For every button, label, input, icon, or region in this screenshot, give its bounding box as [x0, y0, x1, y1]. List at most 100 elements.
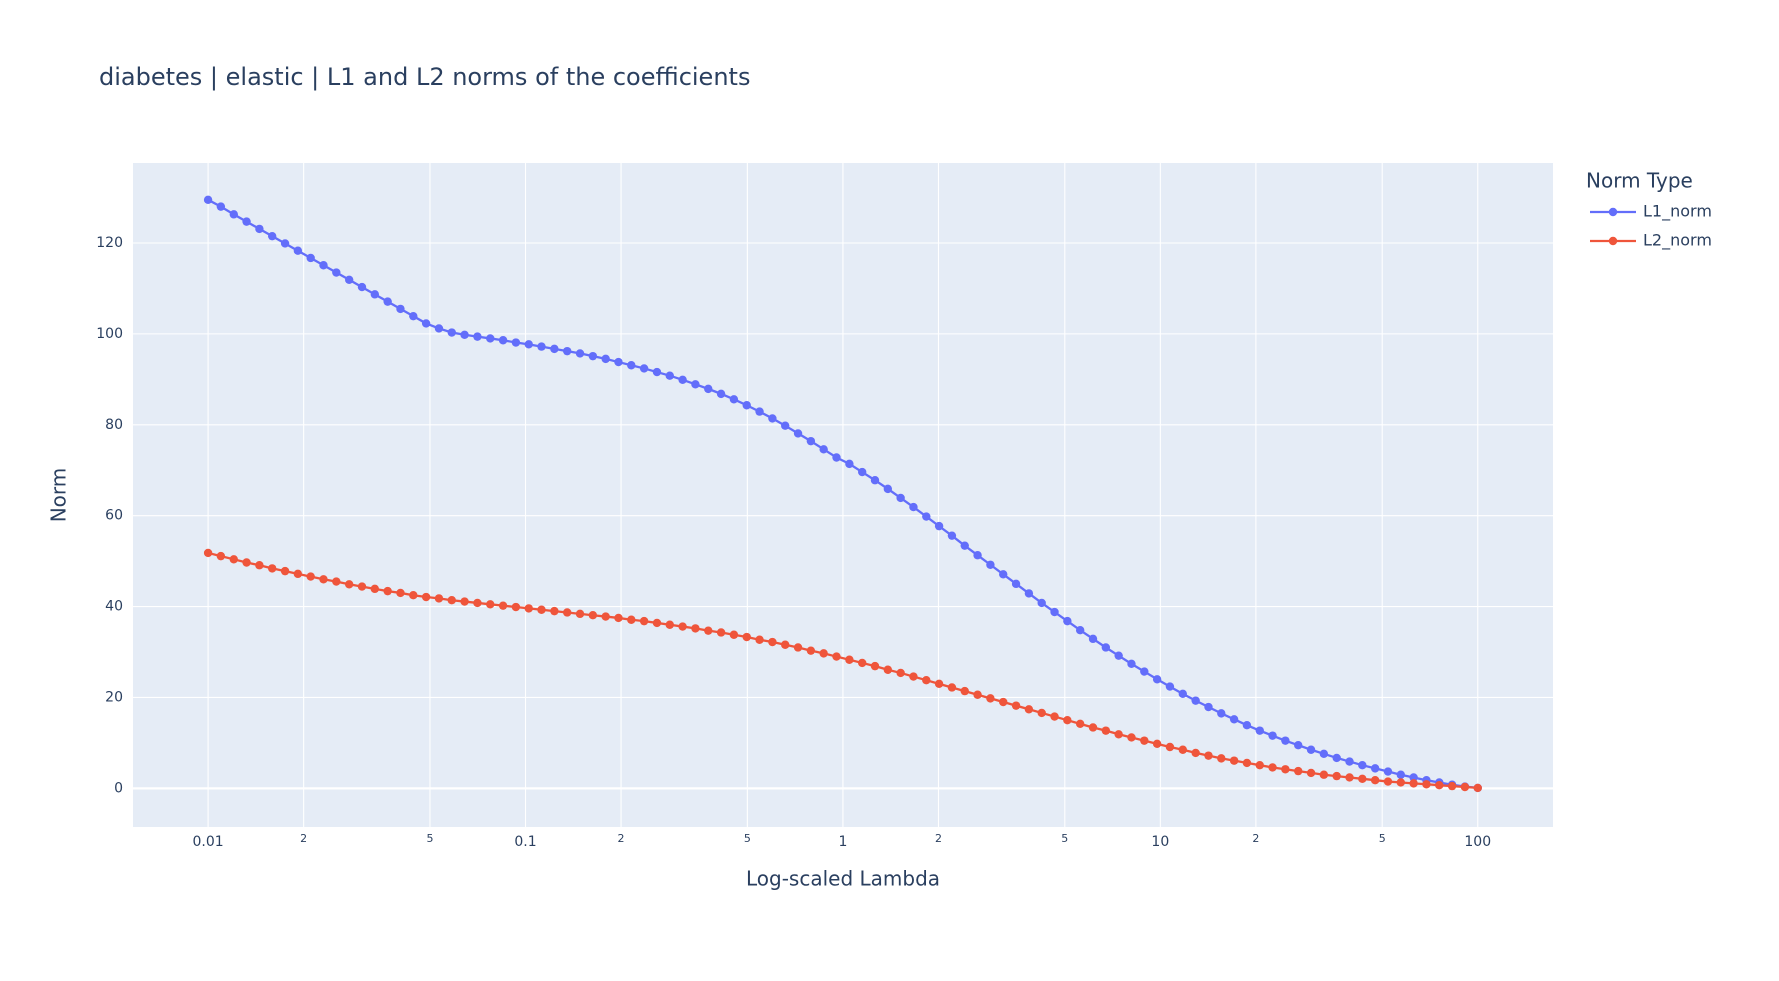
data-point — [524, 340, 533, 349]
data-point — [1075, 626, 1085, 635]
data-point — [1217, 754, 1226, 763]
data-point — [1345, 757, 1354, 766]
data-point — [1063, 616, 1072, 626]
data-point — [1319, 749, 1329, 759]
data-point — [344, 580, 354, 589]
data-point — [1473, 783, 1482, 793]
data-point — [883, 484, 893, 494]
data-point — [870, 661, 880, 671]
y-tick-label: 80 — [105, 417, 123, 433]
data-point — [601, 612, 610, 621]
data-point — [1358, 760, 1367, 770]
data-point — [1268, 763, 1277, 772]
data-point — [1255, 726, 1264, 735]
data-point — [986, 560, 995, 569]
data-point — [947, 531, 957, 540]
x-tick-label: 100 — [1464, 834, 1491, 850]
legend: Norm Type L1_norm L2_norm — [1586, 169, 1712, 251]
data-point — [434, 594, 444, 603]
data-point — [1101, 643, 1111, 652]
data-point — [704, 626, 713, 635]
data-point — [627, 615, 636, 624]
data-point — [306, 253, 315, 263]
x-tick-label: 2 — [1252, 832, 1259, 845]
data-point — [1319, 770, 1329, 779]
data-point — [550, 344, 559, 354]
data-point — [729, 395, 739, 404]
data-point — [498, 336, 508, 345]
data-point — [1191, 696, 1200, 705]
data-point — [857, 467, 867, 477]
y-tick-label: 0 — [114, 780, 123, 796]
data-point — [1422, 780, 1431, 789]
marks — [203, 195, 1482, 793]
data-point — [1152, 739, 1162, 749]
data-point — [1011, 701, 1021, 710]
data-point — [768, 637, 777, 647]
grid — [133, 163, 1553, 827]
data-point — [409, 591, 418, 600]
data-point — [1037, 598, 1046, 608]
legend-label: L2_norm — [1643, 231, 1712, 251]
series-line — [207, 198, 1478, 790]
y-tick-label: 20 — [105, 689, 123, 705]
data-point — [1165, 682, 1175, 691]
data-point — [601, 354, 610, 364]
data-point — [973, 690, 982, 699]
data-point — [614, 357, 623, 367]
data-point — [909, 672, 918, 681]
chart-title: diabetes | elastic | L1 and L2 norms of … — [99, 63, 750, 91]
x-tick-label: 5 — [1379, 832, 1386, 845]
data-point — [1127, 659, 1136, 669]
y-tick-label: 120 — [96, 235, 123, 251]
data-point — [537, 605, 546, 614]
data-point — [319, 261, 328, 270]
data-point — [1165, 742, 1175, 752]
data-point — [691, 624, 700, 633]
data-point — [729, 630, 739, 639]
data-point — [280, 566, 290, 576]
data-point — [1447, 781, 1457, 791]
data-point — [1396, 770, 1406, 779]
data-point — [357, 282, 367, 292]
data-point — [460, 330, 469, 339]
data-point — [960, 541, 969, 550]
data-point — [409, 311, 418, 321]
data-point — [421, 592, 431, 602]
data-point — [1268, 731, 1277, 740]
data-point — [1294, 766, 1303, 776]
data-point — [999, 697, 1008, 707]
x-tick-label: 5 — [426, 832, 433, 845]
data-point — [498, 601, 508, 610]
data-point — [1383, 767, 1393, 776]
data-point — [293, 569, 303, 579]
data-point — [332, 577, 341, 586]
data-point — [421, 319, 431, 328]
data-point — [1191, 748, 1200, 758]
data-point — [1306, 768, 1316, 778]
data-point — [1204, 751, 1213, 760]
data-point — [216, 202, 226, 211]
data-point — [934, 521, 944, 531]
data-point — [768, 414, 777, 423]
data-point — [1229, 715, 1239, 724]
data-point — [447, 328, 456, 337]
data-point — [704, 384, 713, 394]
data-point — [319, 575, 328, 584]
data-point — [396, 304, 405, 314]
data-point — [999, 570, 1008, 579]
data-point — [1229, 756, 1239, 765]
data-point — [1435, 780, 1444, 790]
data-point — [357, 582, 367, 591]
data-point — [1204, 702, 1213, 712]
data-point — [267, 231, 277, 241]
x-tick-label: 5 — [1061, 832, 1068, 845]
data-point — [793, 429, 803, 438]
data-point — [639, 364, 649, 373]
data-point — [986, 694, 995, 703]
data-point — [614, 613, 623, 623]
data-point — [845, 459, 854, 469]
data-point — [934, 679, 944, 689]
data-point — [883, 665, 893, 674]
